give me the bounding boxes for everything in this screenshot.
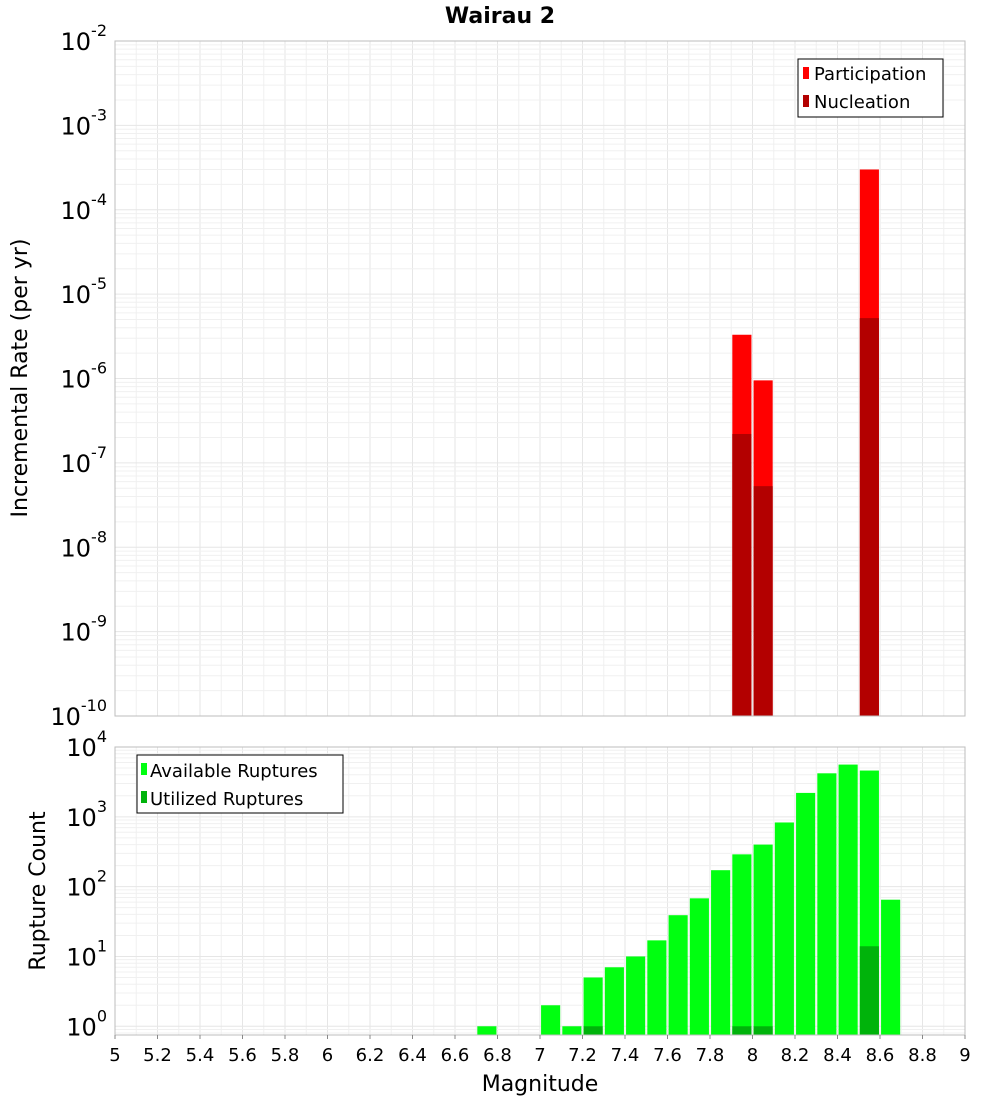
utilized-ruptures-bar	[753, 1026, 773, 1035]
available-ruptures-bar	[668, 915, 688, 1035]
rate-bars	[732, 169, 879, 716]
rate-legend-box	[797, 58, 944, 118]
rate-y-tick-label: 10-9	[61, 612, 108, 647]
rate-y-tick-label: 10-4	[61, 190, 108, 225]
available-ruptures-bar	[647, 940, 667, 1035]
rate-y-tick-label: 10-8	[61, 527, 108, 562]
x-tick-label: 9	[959, 1045, 970, 1066]
available-legend-swatch	[141, 763, 147, 775]
available-ruptures-bar	[796, 792, 816, 1035]
rate-y-tick-label: 10-3	[61, 105, 108, 140]
x-tick-label: 6.2	[356, 1045, 385, 1066]
available-ruptures-bar	[774, 822, 794, 1035]
x-tick-label: 5	[109, 1045, 120, 1066]
count-y-axis-label: Rupture Count	[26, 811, 51, 971]
x-tick-label: 5.4	[186, 1045, 215, 1066]
rate-y-ticks: 10-10 10-9 10-8 10-7 10-6 10-5 10-4 10-3 10-2	[50, 21, 107, 731]
x-tick-label: 8.8	[908, 1045, 937, 1066]
nucleation-legend-swatch	[803, 95, 809, 107]
nucleation-bar	[753, 486, 773, 716]
nucleation-bar	[859, 318, 879, 716]
available-ruptures-bar	[689, 898, 709, 1035]
magnitude-x-ticks: 5 5.2 5.4 5.6 5.8 6 6.2 6.4 6.6 6.8 7 7.2 7.4 7.6 7.8 8…	[109, 1035, 971, 1066]
x-tick-label: 5.2	[143, 1045, 172, 1066]
available-legend-label: Available Ruptures	[150, 761, 318, 782]
available-ruptures-bar	[477, 1026, 497, 1035]
x-tick-label: 8.4	[823, 1045, 852, 1066]
available-ruptures-bar	[753, 844, 773, 1035]
available-ruptures-bar	[626, 956, 646, 1035]
rate-y-tick-label: 10-6	[61, 359, 108, 394]
x-tick-label: 8.2	[781, 1045, 810, 1066]
rate-plot-frame	[114, 40, 966, 717]
x-tick-label: 8	[747, 1045, 758, 1066]
available-ruptures-bar	[604, 967, 624, 1035]
utilized-ruptures-bar	[583, 1026, 603, 1035]
participation-legend-label: Participation	[814, 64, 926, 85]
x-tick-label: 7.4	[611, 1045, 640, 1066]
x-tick-label: 6	[322, 1045, 333, 1066]
x-tick-label: 7.2	[568, 1045, 597, 1066]
nucleation-legend-label: Nucleation	[814, 92, 910, 113]
utilized-ruptures-bar	[732, 1026, 752, 1035]
count-y-tick-label: 101	[66, 936, 107, 971]
available-ruptures-bar	[541, 1005, 561, 1035]
participation-legend-swatch	[803, 67, 809, 79]
x-tick-label: 7	[534, 1045, 545, 1066]
available-ruptures-bar	[711, 870, 731, 1035]
x-tick-label: 7.8	[696, 1045, 725, 1066]
count-y-tick-label: 100	[66, 1006, 107, 1041]
x-tick-label: 6.4	[398, 1045, 427, 1066]
count-y-tick-label: 102	[66, 867, 107, 902]
available-ruptures-bar	[583, 977, 603, 1035]
utilized-legend-label: Utilized Ruptures	[150, 789, 303, 810]
utilized-legend-swatch	[141, 791, 147, 803]
rate-y-axis-label: Incremental Rate (per yr)	[8, 239, 33, 518]
x-tick-label: 7.6	[653, 1045, 682, 1066]
magnitude-x-axis-label: Magnitude	[482, 1072, 599, 1097]
rate-y-tick-label: 10-2	[61, 21, 108, 56]
x-tick-label: 5.8	[271, 1045, 300, 1066]
x-tick-label: 5.6	[228, 1045, 257, 1066]
rate-panel: 10-10 10-9 10-8 10-7 10-6 10-5 10-4 10-3 10-2 In…	[8, 21, 966, 731]
count-legend-box	[136, 754, 344, 814]
x-tick-label: 6.6	[441, 1045, 470, 1066]
count-bars	[477, 764, 901, 1035]
count-y-tick-label: 104	[66, 727, 107, 762]
x-tick-label: 6.8	[483, 1045, 512, 1066]
rate-y-tick-label: 10-7	[61, 443, 108, 478]
count-panel: 100 101 102 103 104 5 5.2 5.4 5.6 5.8 6 6.2 6.4 6.6 6…	[26, 727, 971, 1097]
nucleation-bar	[732, 433, 752, 716]
rate-grid	[114, 40, 966, 717]
available-ruptures-bar	[562, 1026, 582, 1035]
count-legend: Available Ruptures Utilized Ruptures	[136, 754, 344, 814]
rate-legend: Participation Nucleation	[797, 58, 944, 118]
count-y-tick-label: 103	[66, 797, 107, 832]
rate-y-tick-label: 10-10	[50, 696, 107, 731]
available-ruptures-bar	[838, 764, 858, 1035]
utilized-ruptures-bar	[859, 946, 879, 1035]
available-ruptures-bar	[817, 773, 837, 1035]
chart-title: Wairau 2	[445, 4, 555, 29]
x-tick-label: 8.6	[866, 1045, 895, 1066]
count-y-ticks: 100 101 102 103 104	[66, 727, 107, 1041]
available-ruptures-bar	[881, 899, 901, 1035]
rate-y-tick-label: 10-5	[61, 274, 108, 309]
available-ruptures-bar	[732, 854, 752, 1035]
